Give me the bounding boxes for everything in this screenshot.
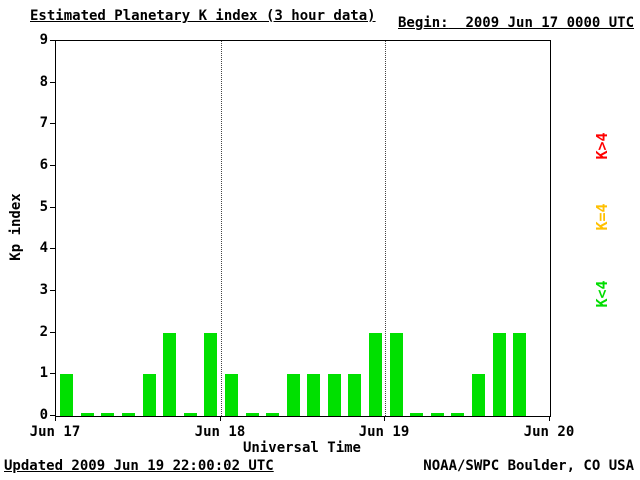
kp-bar [513, 333, 526, 416]
x-tick-label: Jun 20 [523, 424, 575, 440]
y-tick-label: 5 [39, 199, 48, 215]
legend-label: K=4 [593, 203, 611, 231]
begin-value: 2009 Jun 17 0000 UTC [465, 15, 635, 31]
kp-bar [266, 413, 279, 416]
source-credit: NOAA/SWPC Boulder, CO USA [423, 458, 634, 474]
x-axis-label: Universal Time [242, 440, 361, 456]
begin-label: Begin: [398, 15, 449, 31]
y-tick-mark [50, 373, 55, 374]
y-tick-mark [50, 248, 55, 249]
kp-bar [60, 374, 73, 416]
x-tick-label: Jun 19 [358, 424, 410, 440]
y-tick-mark [50, 82, 55, 83]
kp-bar [246, 413, 259, 416]
kp-bar [348, 374, 361, 416]
kp-bar [101, 413, 114, 416]
legend-label: K>4 [593, 132, 611, 160]
kp-bar [184, 413, 197, 416]
y-tick-mark [50, 165, 55, 166]
y-tick-label: 8 [39, 74, 48, 90]
kp-bar [204, 333, 217, 416]
kp-bar [328, 374, 341, 416]
kp-bar [225, 374, 238, 416]
x-tick-mark [384, 416, 385, 421]
kp-bar [163, 333, 176, 416]
y-tick-mark [50, 290, 55, 291]
kp-bar [122, 413, 135, 416]
y-tick-mark [50, 415, 55, 416]
x-tick-mark [55, 416, 56, 421]
y-tick-mark [50, 123, 55, 124]
y-tick-mark [50, 332, 55, 333]
chart-title: Estimated Planetary K index (3 hour data… [30, 8, 376, 24]
kp-bar [451, 413, 464, 416]
kp-bar [431, 413, 444, 416]
x-tick-mark [220, 416, 221, 421]
x-tick-label: Jun 18 [194, 424, 246, 440]
y-tick-label: 7 [39, 115, 48, 131]
kp-bar [369, 333, 382, 416]
y-tick-label: 9 [39, 32, 48, 48]
kp-bar [143, 374, 156, 416]
kp-bar [81, 413, 94, 416]
kp-bar [493, 333, 506, 416]
day-gridline [221, 41, 222, 416]
x-tick-label: Jun 17 [29, 424, 81, 440]
x-tick-mark [549, 416, 550, 421]
updated-timestamp: Updated 2009 Jun 19 22:00:02 UTC [4, 458, 274, 474]
legend-label: K<4 [593, 280, 611, 308]
begin-timestamp: Begin: 2009 Jun 17 0000 UTC [398, 15, 634, 31]
kp-bar [390, 333, 403, 416]
y-tick-mark [50, 207, 55, 208]
y-tick-label: 0 [39, 407, 48, 423]
y-axis-label: Kp index [8, 193, 24, 261]
day-gridline [385, 41, 386, 416]
y-tick-label: 1 [39, 365, 48, 381]
kp-bar [287, 374, 300, 416]
y-tick-label: 4 [39, 240, 48, 256]
y-tick-label: 2 [39, 324, 48, 340]
kp-bar [410, 413, 423, 416]
plot-area [55, 40, 551, 417]
kp-bar [307, 374, 320, 416]
y-tick-mark [50, 40, 55, 41]
y-tick-label: 6 [39, 157, 48, 173]
kp-bar [472, 374, 485, 416]
y-tick-label: 3 [39, 282, 48, 298]
